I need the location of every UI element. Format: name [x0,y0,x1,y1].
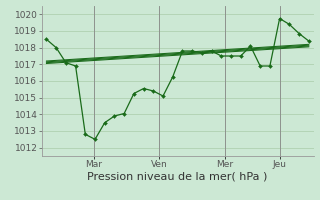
X-axis label: Pression niveau de la mer( hPa ): Pression niveau de la mer( hPa ) [87,172,268,182]
